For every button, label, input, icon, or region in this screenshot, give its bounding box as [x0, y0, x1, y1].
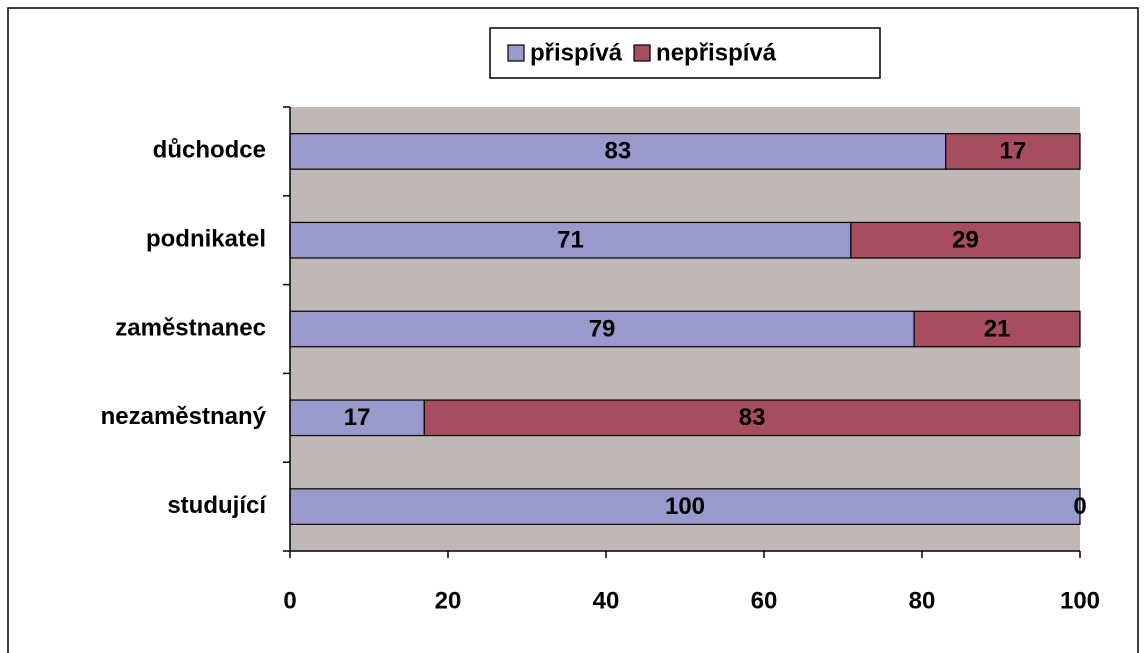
data-label: 100 [665, 493, 705, 520]
bar-segment [850, 221, 1081, 259]
x-tick-label: 20 [435, 587, 462, 614]
x-tick-label: 80 [909, 587, 936, 614]
chart-frame [7, 7, 1139, 653]
data-label: 83 [739, 404, 766, 431]
data-label: 21 [984, 315, 1011, 342]
bar-segment [289, 488, 1081, 525]
bar-segment [289, 399, 425, 437]
bar-segment [913, 310, 1081, 348]
legend-swatch [633, 44, 651, 62]
bar-segment [423, 399, 1081, 437]
y-tick-label: nezaměstnaný [101, 403, 267, 430]
legend-label: nepřispívá [656, 39, 777, 66]
x-tick-label: 40 [593, 587, 620, 614]
data-label: 17 [999, 138, 1026, 165]
bar-segment [289, 133, 947, 170]
x-tick-label: 60 [751, 587, 778, 614]
data-label: 83 [604, 138, 631, 165]
legend [489, 27, 881, 79]
bar-segment [945, 133, 1081, 170]
data-label: 17 [344, 404, 371, 431]
y-tick-label: studující [167, 492, 267, 519]
data-label: 0 [1073, 493, 1086, 520]
legend-swatch [507, 44, 525, 62]
data-label: 29 [952, 227, 979, 254]
x-tick-label: 0 [283, 587, 296, 614]
data-label: 79 [589, 315, 616, 342]
y-tick-label: důchodce [153, 137, 266, 164]
data-label: 71 [557, 227, 584, 254]
x-tick-label: 100 [1060, 587, 1100, 614]
legend-label: přispívá [530, 39, 623, 66]
y-tick-label: podnikatel [146, 226, 266, 253]
y-tick-label: zaměstnanec [115, 314, 266, 341]
